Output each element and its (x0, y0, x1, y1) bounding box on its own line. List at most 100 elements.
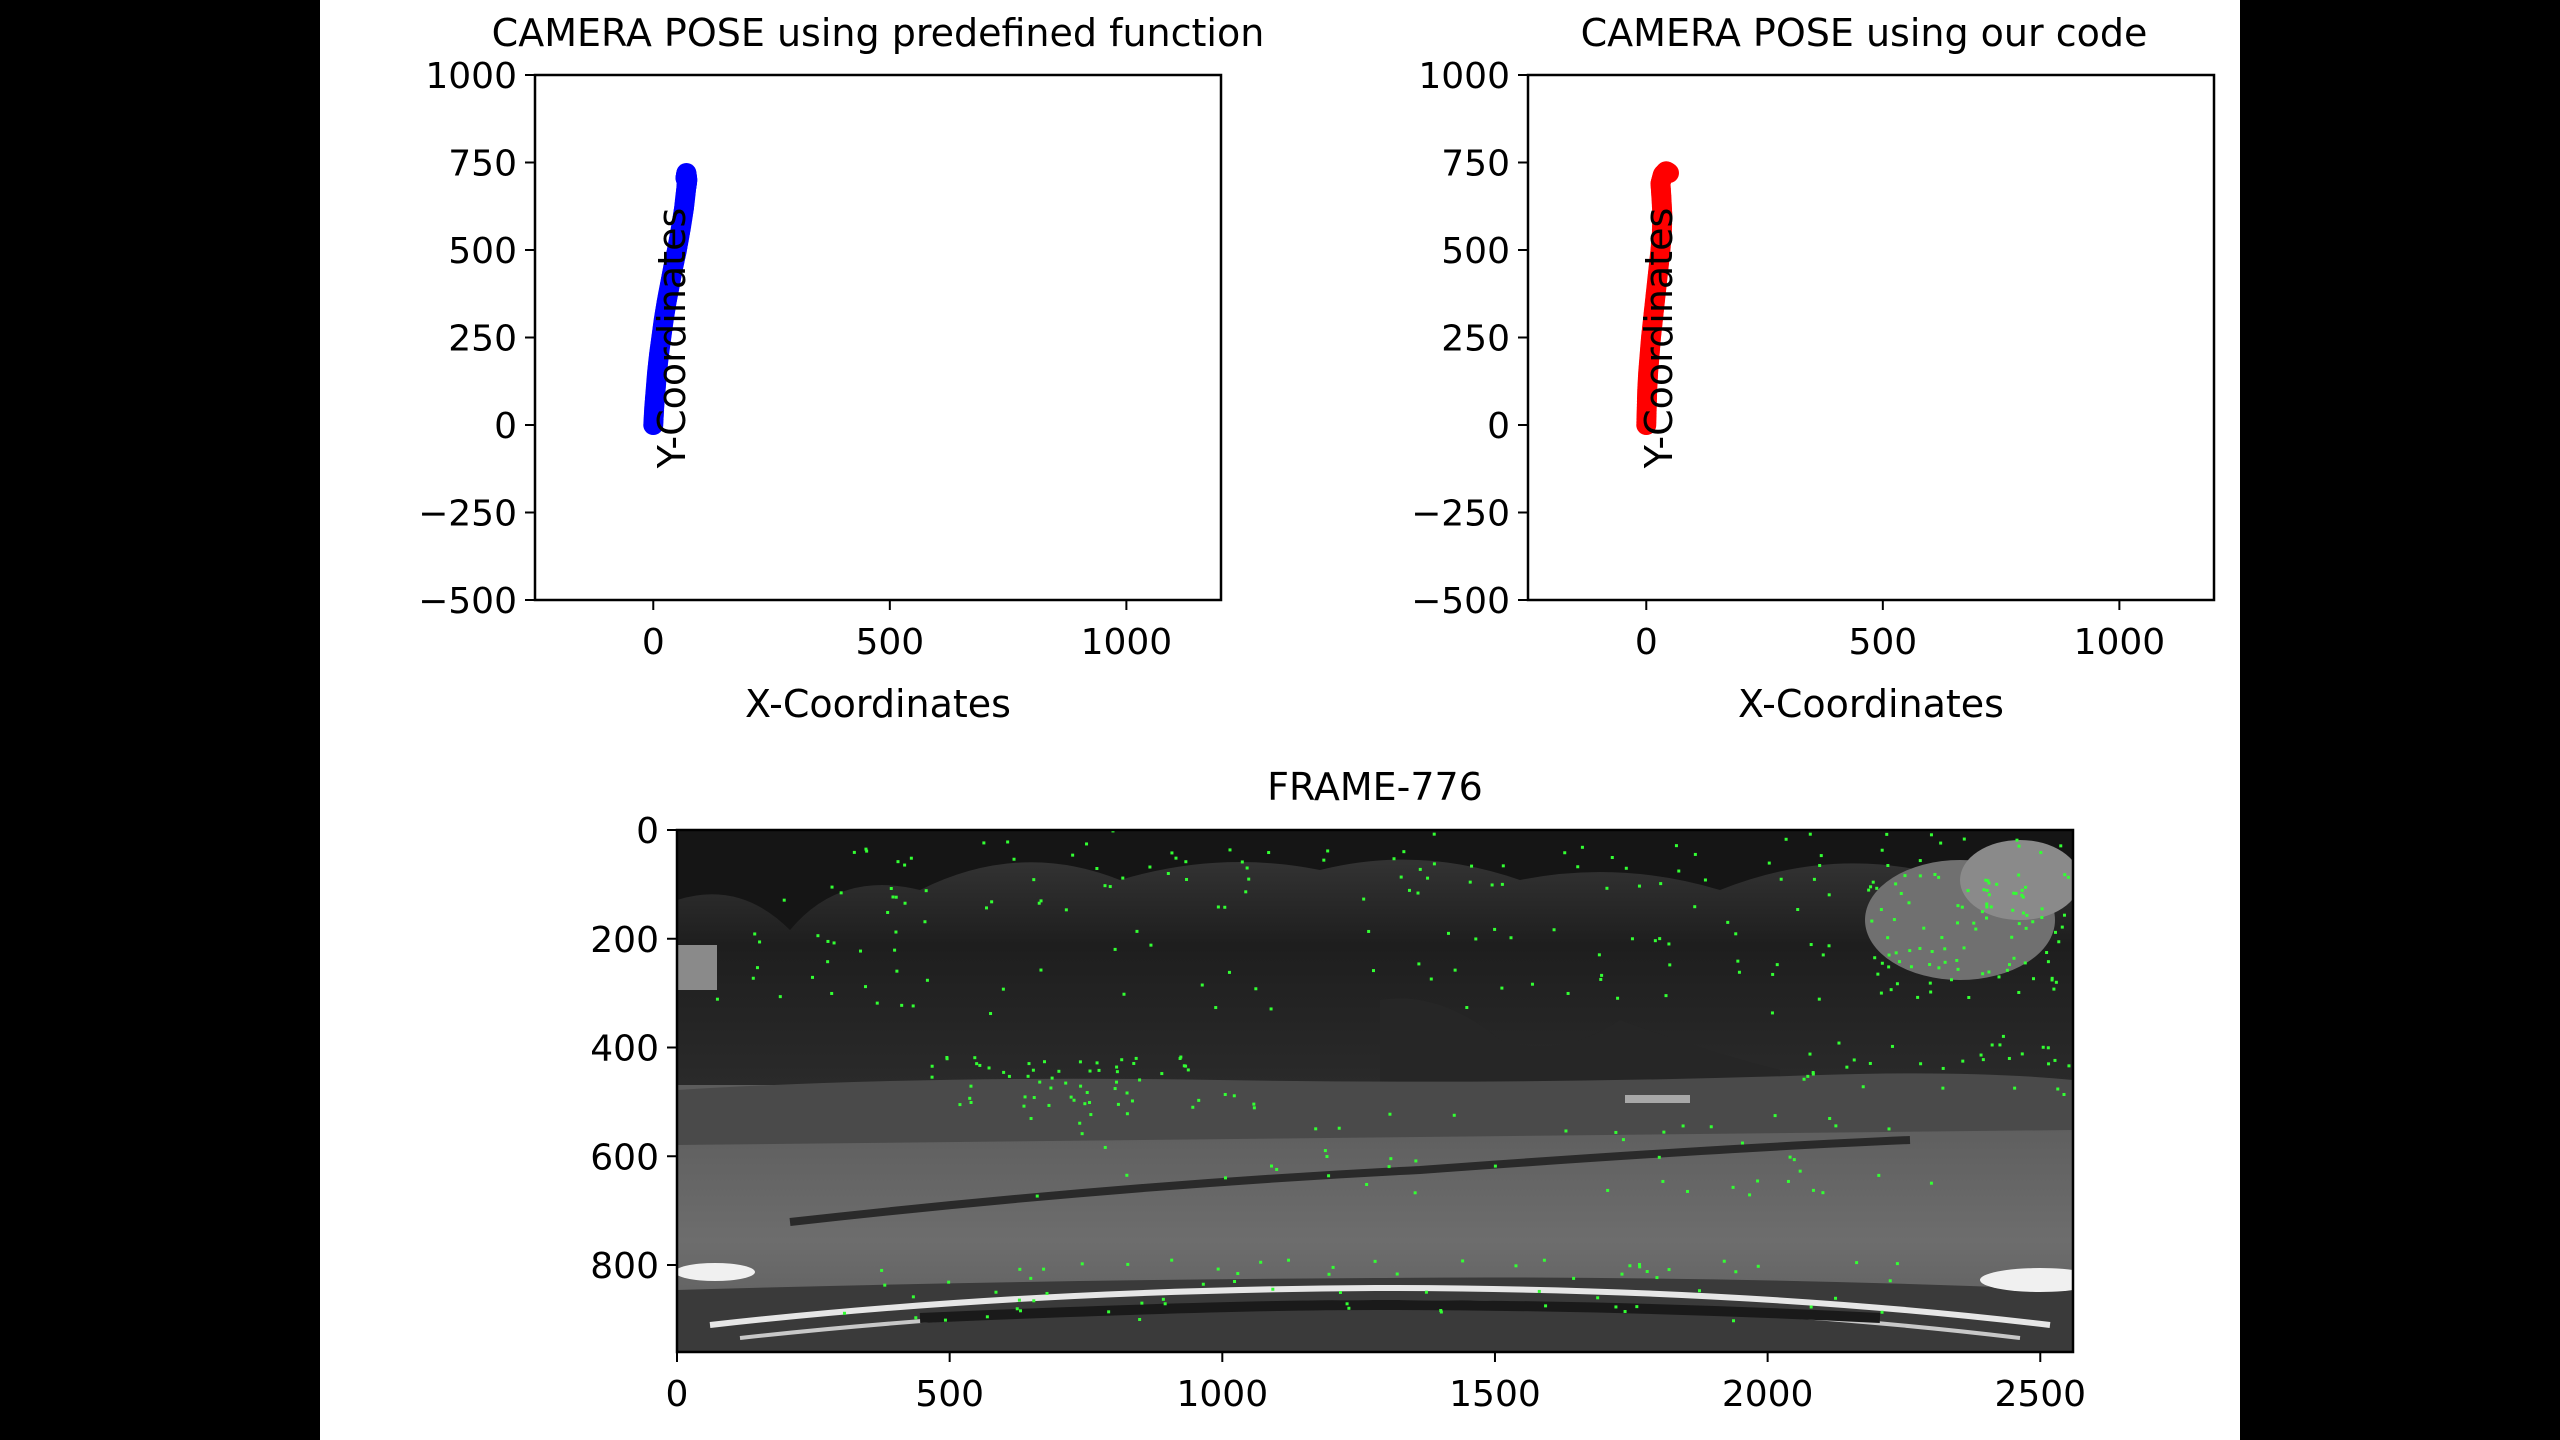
feature-point (1784, 837, 1788, 841)
feature-point (1873, 956, 1877, 960)
feature-point (1032, 1096, 1036, 1100)
feature-point (1740, 1141, 1744, 1145)
feature-point (987, 1066, 991, 1070)
feature-point (1580, 845, 1584, 849)
feature-point (2039, 851, 2043, 855)
feature-point (1808, 1052, 1812, 1056)
feature-point (1985, 905, 1989, 909)
feature-point (2020, 888, 2024, 892)
feature-point (1015, 1307, 1019, 1311)
feature-point (1895, 1262, 1899, 1266)
feature-point (1805, 823, 1808, 826)
feature-point (1113, 1087, 1117, 1091)
y-axis-label: Y-Coordinates (650, 208, 694, 470)
y-tick-label: −500 (1411, 581, 1510, 622)
feature-point (1038, 1080, 1042, 1084)
feature-point (1880, 1310, 1884, 1314)
feature-point (1987, 893, 1991, 897)
feature-point (2021, 911, 2025, 915)
x-axis-label: X-Coordinates (1738, 682, 2004, 726)
feature-point (1918, 946, 1922, 950)
feature-point (1876, 972, 1880, 976)
feature-point (1937, 966, 1941, 970)
feature-point (852, 850, 856, 854)
feature-point (968, 1096, 972, 1100)
feature-point (1870, 919, 1874, 923)
frame-title: FRAME-776 (1267, 765, 1483, 809)
feature-point (1998, 1043, 2002, 1047)
x-tick-label: 1000 (1081, 622, 1173, 663)
feature-point (1792, 1158, 1796, 1162)
feature-point (982, 841, 986, 845)
feature-point (1271, 1287, 1275, 1291)
feature-point (1614, 1130, 1618, 1134)
feature-point (1373, 1259, 1377, 1263)
feature-point (832, 941, 836, 945)
feature-point (1247, 877, 1251, 881)
feature-point (1314, 1127, 1318, 1131)
feature-point (2005, 968, 2009, 972)
feature-point (1606, 1188, 1610, 1192)
feature-point (1907, 901, 1911, 905)
feature-point (1981, 1058, 1985, 1062)
feature-point (1894, 951, 1898, 955)
feature-point (2012, 891, 2016, 895)
feature-point (2054, 980, 2058, 984)
feature-point (2056, 1087, 2060, 1091)
feature-point (1107, 1310, 1111, 1314)
feature-point (923, 920, 927, 924)
feature-point (1163, 1302, 1167, 1306)
feature-point (1911, 822, 1914, 825)
feature-point (826, 960, 830, 964)
feature-point (1767, 861, 1771, 865)
feature-point (1657, 1155, 1661, 1159)
feature-point (2040, 907, 2044, 911)
feature-point (1630, 937, 1634, 941)
feature-point (1103, 1145, 1107, 1149)
feature-point (1500, 882, 1504, 886)
feature-point (1875, 886, 1879, 890)
x-tick-label: 2500 (1994, 1374, 2086, 1415)
feature-point (1001, 987, 1005, 991)
feature-point (1837, 1041, 1841, 1045)
feature-point (1254, 987, 1258, 991)
feature-point (826, 939, 830, 943)
feature-point (1170, 851, 1174, 855)
feature-point (1899, 815, 1902, 818)
feature-point (1984, 916, 1988, 920)
feature-point (1493, 1164, 1497, 1168)
feature-point (1064, 1081, 1068, 1085)
data-point (675, 168, 696, 189)
feature-point (2040, 916, 2044, 920)
feature-point (1323, 1149, 1327, 1153)
feature-point (975, 1062, 979, 1066)
feature-point (1414, 1159, 1418, 1163)
feature-point (1933, 872, 1937, 876)
feature-point (1078, 1121, 1082, 1125)
feature-point (903, 901, 907, 905)
feature-point (1962, 946, 1966, 950)
feature-point (947, 1280, 951, 1284)
y-tick-label: 0 (636, 811, 659, 852)
feature-point (1417, 962, 1421, 966)
feature-point (1638, 1265, 1642, 1269)
feature-point (1667, 1268, 1671, 1272)
feature-point (1392, 857, 1396, 861)
feature-point (924, 889, 928, 893)
feature-point (1773, 1114, 1777, 1118)
feature-point (1827, 893, 1831, 897)
feature-point (1095, 866, 1099, 870)
feature-point (2050, 976, 2054, 980)
feature-point (1170, 1258, 1174, 1262)
feature-point (1232, 1094, 1236, 1098)
feature-point (2017, 922, 2021, 926)
feature-point (1703, 878, 1707, 882)
feature-point (886, 910, 890, 914)
feature-point (1806, 1074, 1810, 1078)
feature-point (1130, 1099, 1134, 1103)
feature-point (1818, 863, 1822, 867)
feature-points (715, 814, 2071, 1323)
feature-point (1899, 891, 1903, 895)
feature-point (1185, 877, 1189, 881)
feature-point (1389, 814, 1392, 817)
